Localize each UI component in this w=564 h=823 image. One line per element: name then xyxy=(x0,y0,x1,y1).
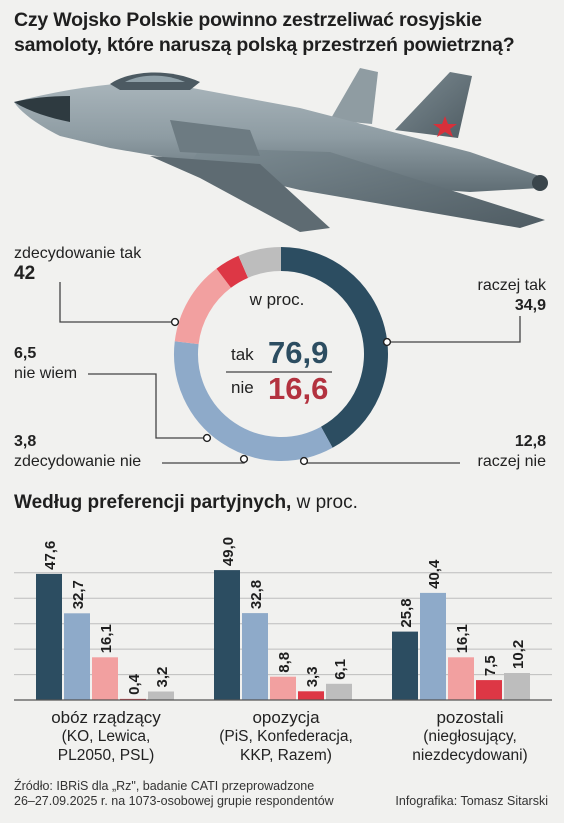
bar-label-pozostali-1: 25,8 xyxy=(398,598,415,627)
bar-oboz-rzadzacy-3 xyxy=(92,657,118,700)
summary-value-nie: 16,6 xyxy=(268,371,329,406)
bar-oboz-rzadzacy-1 xyxy=(36,573,62,700)
bar-chart: 47,6 32,7 16,1 0,4 3,2 49,0 32,8 8,8 3,3 6,1 25,8 4… xyxy=(14,537,552,701)
bar-pozostali-2 xyxy=(420,592,446,700)
summary-key-nie: nie xyxy=(231,378,254,397)
bar-opozycja-3 xyxy=(270,676,296,700)
value-zdecydowanie-nie: 3,8 xyxy=(14,433,37,450)
bar-label-pozostali-3: 16,1 xyxy=(454,624,471,653)
value-raczej-tak: 34,9 xyxy=(514,297,546,314)
bar-pozostali-3 xyxy=(448,657,474,700)
page-title: Czy Wojsko Polskie powinno zestrzeliwać … xyxy=(14,9,515,56)
source-line-2: 26–27.09.2025 r. na 1073-osobowej grupie… xyxy=(14,794,334,808)
pie-slice-zdecydowanie-tak xyxy=(280,247,388,448)
bar-pozostali-1 xyxy=(392,631,418,700)
bar-label-oboz-rzadzacy-4: 0,4 xyxy=(126,673,143,695)
bar-label-opozycja-4: 3,3 xyxy=(304,666,321,687)
leader-line-raczej-nie xyxy=(303,461,460,464)
bar-label-opozycja-2: 32,8 xyxy=(248,580,265,609)
label-zdecydowanie-nie: zdecydowanie nie xyxy=(14,453,142,470)
pie-slice-zdecydowanie-nie xyxy=(216,255,249,288)
bar-label-oboz-rzadzacy-3: 16,1 xyxy=(98,624,115,653)
leader-line-zdecydowanie-nie xyxy=(162,459,245,464)
leader-line-zdecydowanie-tak xyxy=(59,282,175,323)
group-subtitle: (niegłosujący, niezdecydowani) xyxy=(412,728,528,764)
bar-opozycja-5 xyxy=(326,683,352,700)
group-label-opozycja: opozycja (PiS, Konfederacja, KKP, Razem) xyxy=(196,708,376,765)
group-subtitle: (PiS, Konfederacja, KKP, Razem) xyxy=(219,728,353,764)
group-title: opozycja xyxy=(252,708,320,727)
group-label-oboz-rzadzacy: obóz rządzący (KO, Lewica, PL2050, PSL) xyxy=(16,708,196,765)
group-label-pozostali: pozostali (niegłosujący, niezdecydowani) xyxy=(378,708,562,765)
value-nie-wiem: 6,5 xyxy=(14,345,37,362)
bar-label-pozostali-4: 7,5 xyxy=(482,655,499,676)
label-nie-wiem: nie wiem xyxy=(14,365,78,382)
summary-value-tak: 76,9 xyxy=(268,335,329,370)
donut-chart xyxy=(59,247,521,466)
bar-label-pozostali-5: 10,2 xyxy=(510,640,527,669)
bar-label-oboz-rzadzacy-2: 32,7 xyxy=(70,580,87,609)
source-line-1: Źródło: IBRiS dla „Rz", badanie CATI prz… xyxy=(14,779,315,793)
bar-pozostali-4 xyxy=(476,680,502,700)
bar-label-opozycja-1: 49,0 xyxy=(220,537,237,566)
summary-key-tak: tak xyxy=(231,345,254,364)
group-subtitle: (KO, Lewica, PL2050, PSL) xyxy=(57,728,155,764)
pie-slice-nie-wiem xyxy=(238,247,282,278)
donut-unit-label: w proc. xyxy=(249,290,305,309)
group-title: obóz rządzący xyxy=(51,708,161,727)
label-zdecydowanie-tak: zdecydowanie tak xyxy=(14,245,142,262)
bar-label-opozycja-3: 8,8 xyxy=(276,652,293,673)
credit: Infografika: Tomasz Sitarski xyxy=(395,794,548,808)
leader-line-nie-wiem xyxy=(88,373,207,439)
group-title: pozostali xyxy=(436,708,504,727)
bar-pozostali-5 xyxy=(504,673,530,700)
star-icon xyxy=(433,116,457,137)
label-raczej-nie: raczej nie xyxy=(477,453,546,470)
source-note: Źródło: IBRiS dla „Rz", badanie CATI prz… xyxy=(14,779,334,809)
bars-title: Według preferencji partyjnych, xyxy=(14,492,292,513)
bar-opozycja-4 xyxy=(298,691,324,700)
pie-slice-raczej-nie xyxy=(174,268,232,345)
bar-label-opozycja-5: 6,1 xyxy=(332,659,349,680)
value-raczej-nie: 12,8 xyxy=(514,433,546,450)
fighter-jet-illustration xyxy=(14,68,548,232)
bar-label-oboz-rzadzacy-1: 47,6 xyxy=(42,541,59,570)
leader-line-raczej-tak xyxy=(387,316,521,343)
bar-oboz-rzadzacy-5 xyxy=(148,691,174,700)
bar-label-oboz-rzadzacy-5: 3,2 xyxy=(154,667,171,688)
value-zdecydowanie-tak: 42 xyxy=(14,263,36,284)
bar-oboz-rzadzacy-2 xyxy=(64,613,90,700)
bars-heading: Według preferencji partyjnych, w proc. xyxy=(14,492,358,514)
bars-unit: w proc. xyxy=(296,492,358,513)
label-raczej-tak: raczej tak xyxy=(477,277,546,294)
bar-opozycja-1 xyxy=(214,570,240,700)
bar-opozycja-2 xyxy=(242,613,268,700)
bar-label-pozostali-2: 40,4 xyxy=(426,559,443,589)
pie-slice-raczej-tak xyxy=(174,341,333,461)
